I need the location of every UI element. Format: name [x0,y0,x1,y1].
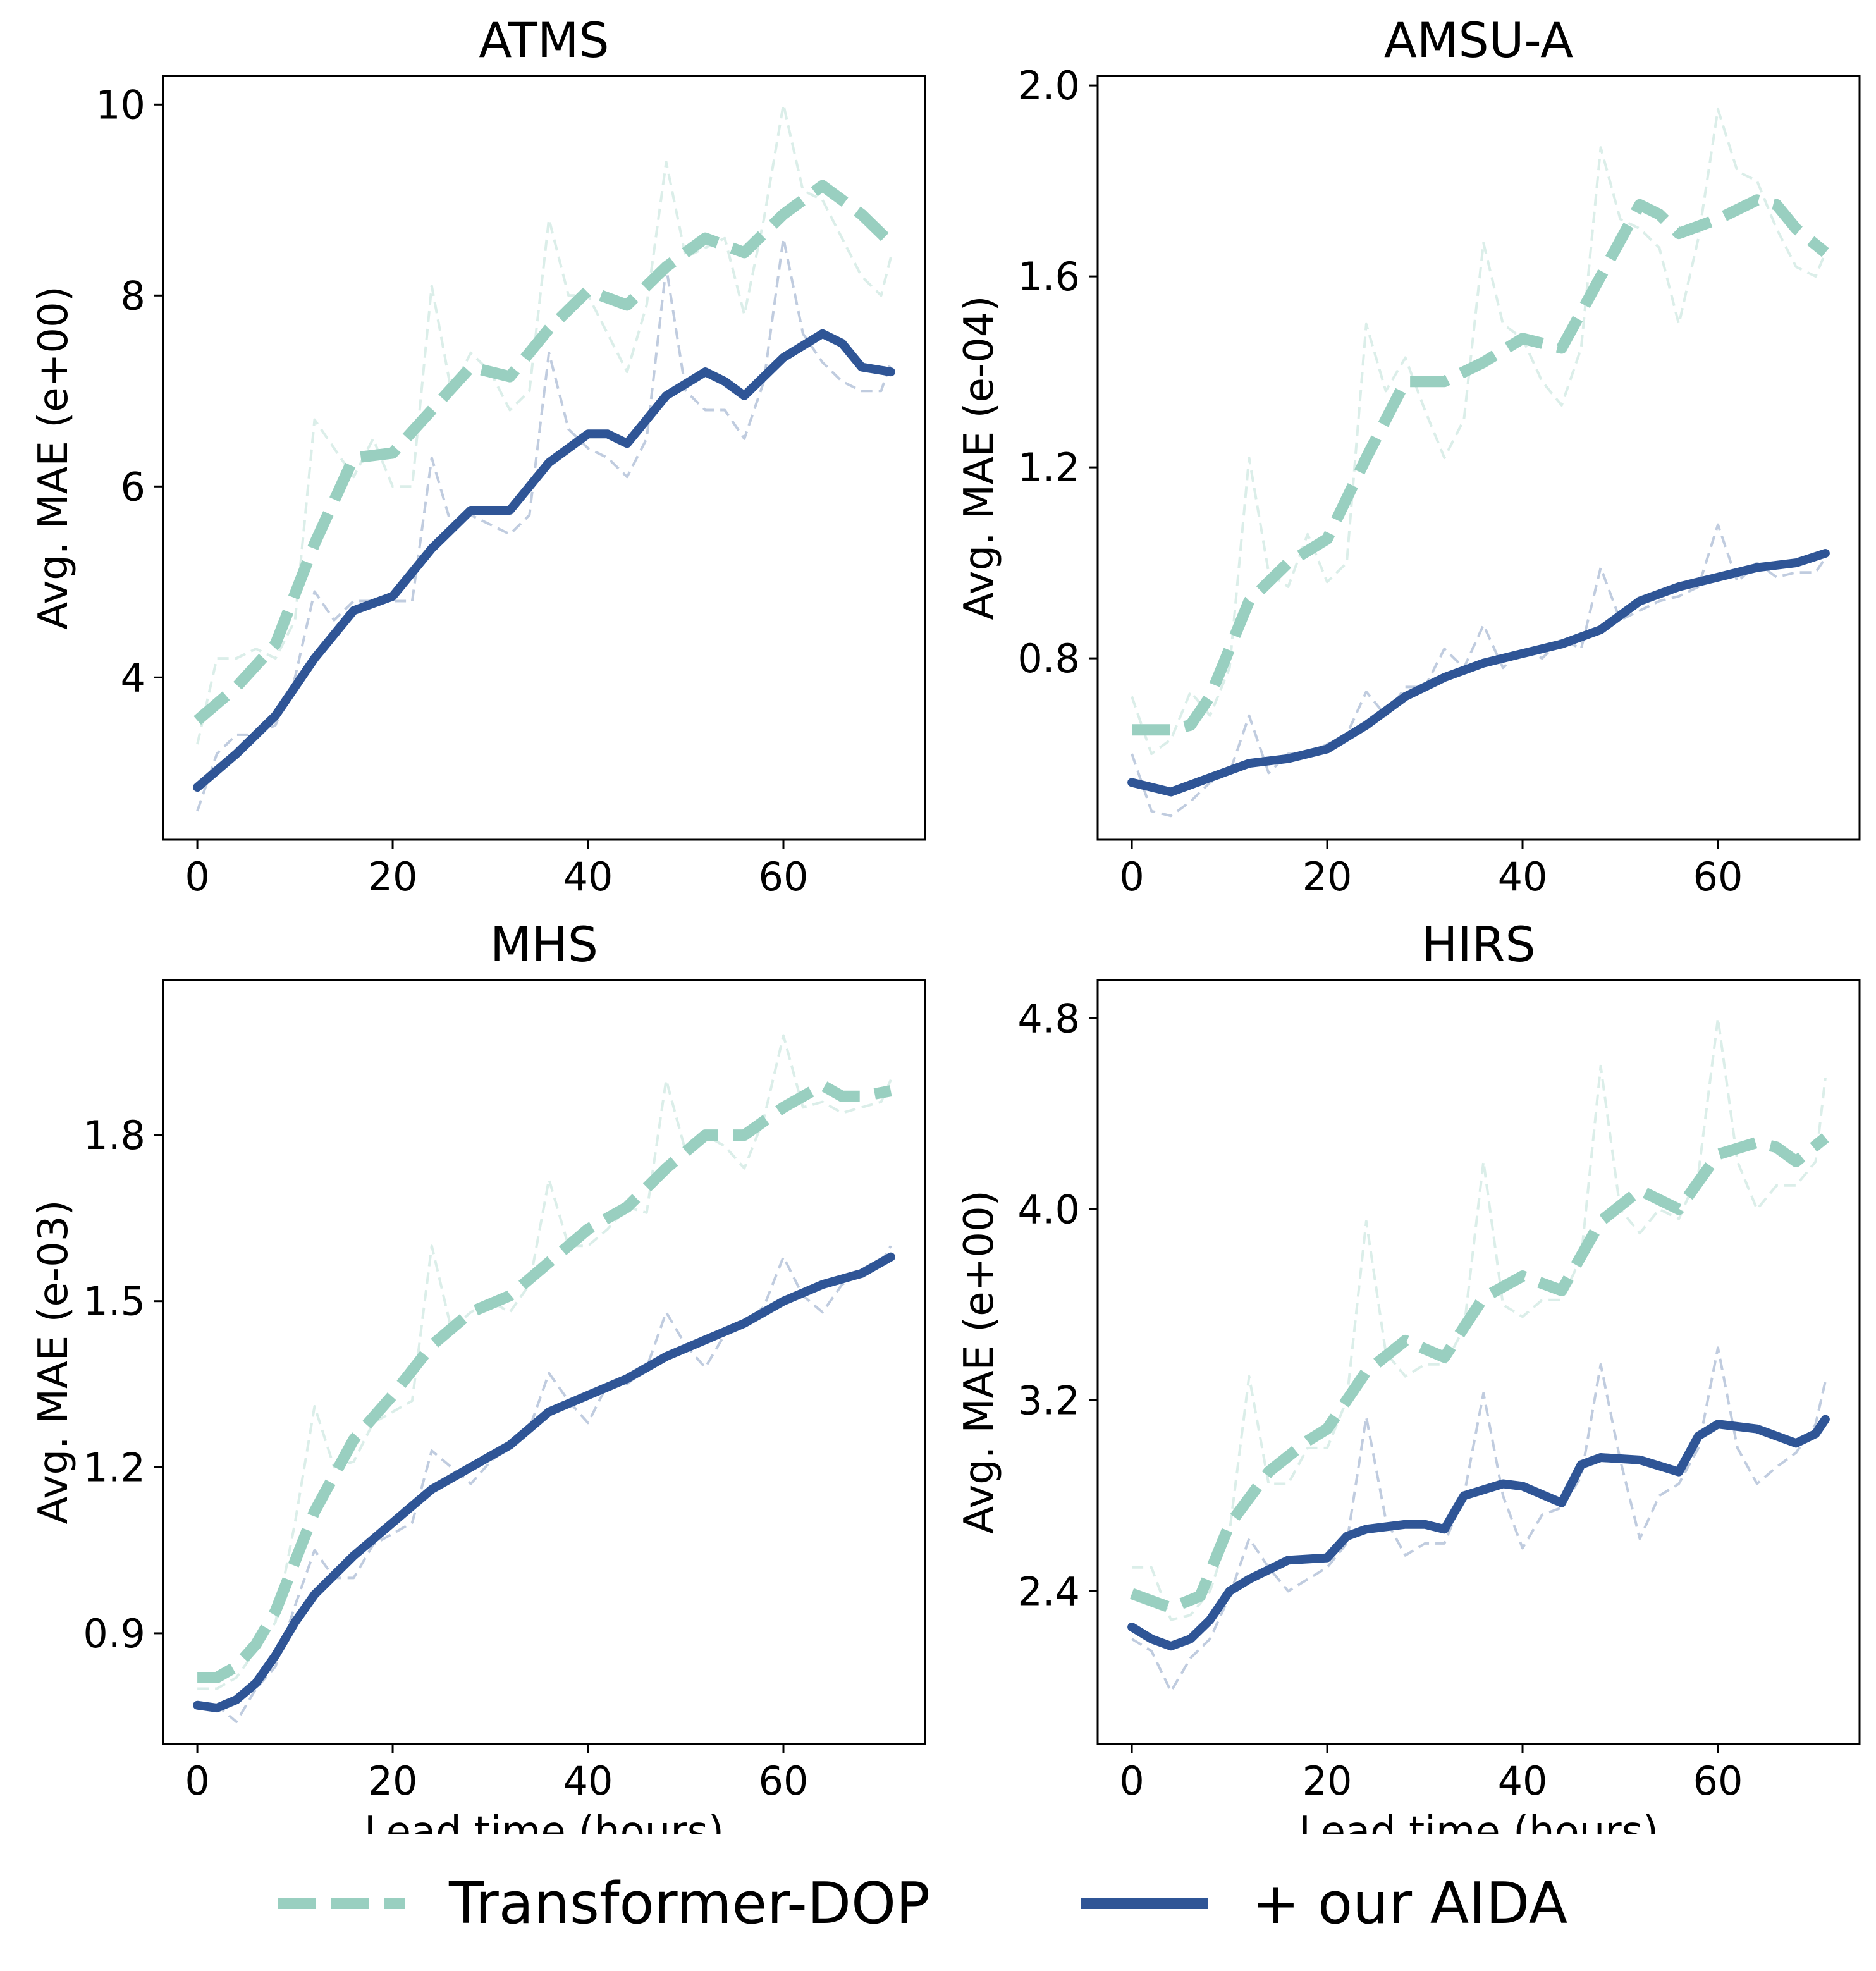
y-tick-label-mhs-3: 1.8 [83,1112,145,1158]
y-tick-label-mhs-1: 1.2 [83,1444,145,1490]
series-transformer-dop-raw-mhs [197,1034,892,1690]
series-transformer-dop-smoothed-hirs [1130,1133,1829,1614]
figure: 0 20 40 60 4 6 8 10 ATMS Avg. MAE (e+00) 0 20 40 60 0.… [30,12,1861,1834]
y-axis-label-mhs: Avg. MAE (e-03) [30,1200,77,1525]
y-tick-label-atms-2: 8 [121,273,145,319]
x-tick-label-hirs-0: 0 [1119,1758,1144,1804]
x-tick-label-hirs-3: 60 [1693,1758,1743,1804]
y-tick-label-atms-3: 10 [95,82,145,128]
y-axis-label-hirs: Avg. MAE (e+00) [956,1190,1003,1533]
series-our-aida-smoothed-hirs [1127,1415,1830,1651]
series-transformer-dop-smoothed-mhs [197,1079,892,1683]
series-transformer-dop-raw-hirs [1132,1017,1827,1621]
y-axis-label-atms: Avg. MAE (e+00) [30,286,77,629]
series-our-aida-raw-mhs [197,1245,892,1723]
y-tick-label-amsu-a-2: 1.6 [1017,254,1080,300]
legend-swatch-our-aida [1081,1898,1208,1909]
x-tick-label-mhs-2: 40 [563,1758,613,1804]
series-our-aida-raw-hirs [1131,1346,1827,1693]
series-transformer-dop-raw-atms [196,103,892,745]
series-our-aida-raw-amsu-a [1131,523,1827,818]
y-tick-label-atms-1: 6 [121,464,145,510]
x-tick-label-atms-2: 40 [563,854,613,900]
series-transformer-dop-raw-amsu-a [1131,107,1827,756]
series-our-aida-smoothed-amsu-a [1127,549,1830,797]
legend-item-our-aida: + our AIDA [1081,1853,1567,1954]
y-tick-label-amsu-a-0: 0.8 [1017,636,1080,682]
plot-frame-mhs [162,979,926,1745]
x-tick-label-amsu-a-0: 0 [1119,854,1144,900]
y-tick-label-amsu-a-1: 1.2 [1017,445,1080,491]
legend-label-our-aida: + our AIDA [1252,1870,1568,1937]
x-tick-label-amsu-a-2: 40 [1498,854,1548,900]
y-tick-label-amsu-a-3: 2.0 [1017,63,1080,109]
y-tick-label-atms-0: 4 [121,654,145,701]
x-tick-label-atms-3: 60 [759,854,809,900]
panel-amsu-a: 0 20 40 60 0.8 1.2 1.6 2.0 AMSU-A Avg. MAE (e-04) [956,12,1861,900]
x-tick-label-mhs-3: 60 [759,1758,809,1804]
chart-title-amsu-a: AMSU-A [1384,12,1573,68]
y-tick-label-mhs-2: 1.5 [83,1279,145,1325]
plot-frame-atms [162,75,926,841]
x-tick-label-mhs-0: 0 [185,1758,209,1804]
panel-atms: 0 20 40 60 4 6 8 10 ATMS Avg. MAE (e+00) [30,12,926,900]
x-tick-label-hirs-2: 40 [1498,1758,1548,1804]
y-tick-label-hirs-2: 4.0 [1017,1186,1080,1232]
chart-title-mhs: MHS [490,916,598,973]
x-axis-label-hirs: Lead time (hours) [1299,1808,1658,1834]
legend-item-transformer-dop: Transformer-DOP [278,1853,930,1954]
chart-title-atms: ATMS [479,12,609,68]
x-tick-label-amsu-a-3: 60 [1693,854,1743,900]
x-tick-label-atms-1: 20 [368,854,418,900]
series-our-aida-raw-atms [196,236,892,812]
y-tick-label-hirs-0: 2.4 [1017,1568,1080,1614]
series-our-aida-smoothed-mhs [193,1252,895,1713]
panel-hirs: 0 20 40 60 2.4 3.2 4.0 4.8 HIRS Avg. MAE (e+00) Le… [956,916,1861,1834]
y-tick-label-hirs-3: 4.8 [1017,995,1080,1041]
panel-mhs: 0 20 40 60 0.9 1.2 1.5 1.8 MHS Avg. MAE (e-03) Lea… [30,916,926,1834]
x-tick-label-amsu-a-1: 20 [1303,854,1352,900]
x-tick-label-atms-0: 0 [185,854,209,900]
y-axis-label-amsu-a: Avg. MAE (e-04) [956,296,1003,620]
series-transformer-dop-smoothed-atms [193,180,895,725]
series-transformer-dop-smoothed-amsu-a [1132,194,1829,736]
series-our-aida-smoothed-atms [193,329,895,792]
chart-title-hirs: HIRS [1421,916,1536,973]
legend-label-transformer-dop: Transformer-DOP [449,1870,931,1937]
x-tick-label-hirs-1: 20 [1303,1758,1352,1804]
x-tick-label-mhs-1: 20 [368,1758,418,1804]
legend-swatch-transformer-dop [278,1898,405,1909]
x-axis-label-mhs: Lead time (hours) [364,1808,724,1834]
y-tick-label-hirs-1: 3.2 [1017,1377,1080,1423]
y-tick-label-mhs-0: 0.9 [83,1611,145,1657]
plot-frame-amsu-a [1096,75,1861,841]
legend: Transformer-DOP + our AIDA [0,1853,1876,1954]
plot-frame-hirs [1096,979,1861,1745]
